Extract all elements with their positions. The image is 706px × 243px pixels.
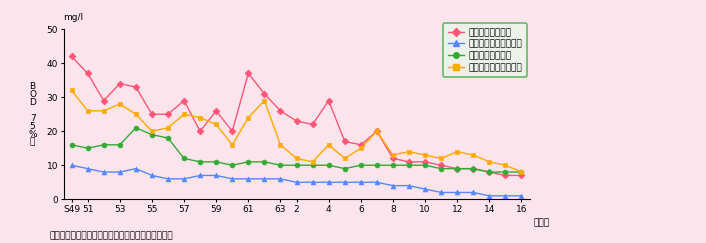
Text: mg/l: mg/l	[64, 13, 84, 22]
Text: （年）: （年）	[534, 219, 550, 228]
Y-axis label: B
O
D

7
5
%
値: B O D 7 5 % 値	[28, 82, 37, 147]
Legend: 綾瀬川（手代橋）, 多摩川（田園調布堰）, 鶴見川（大綱橋）, 大和川（浅香（新））: 綾瀬川（手代橋）, 多摩川（田園調布堰）, 鶴見川（大綱橋）, 大和川（浅香（新…	[443, 23, 527, 77]
Text: 資料）国土交通省「全国一級河川の水質現況調査」: 資料）国土交通省「全国一級河川の水質現況調査」	[49, 232, 173, 241]
